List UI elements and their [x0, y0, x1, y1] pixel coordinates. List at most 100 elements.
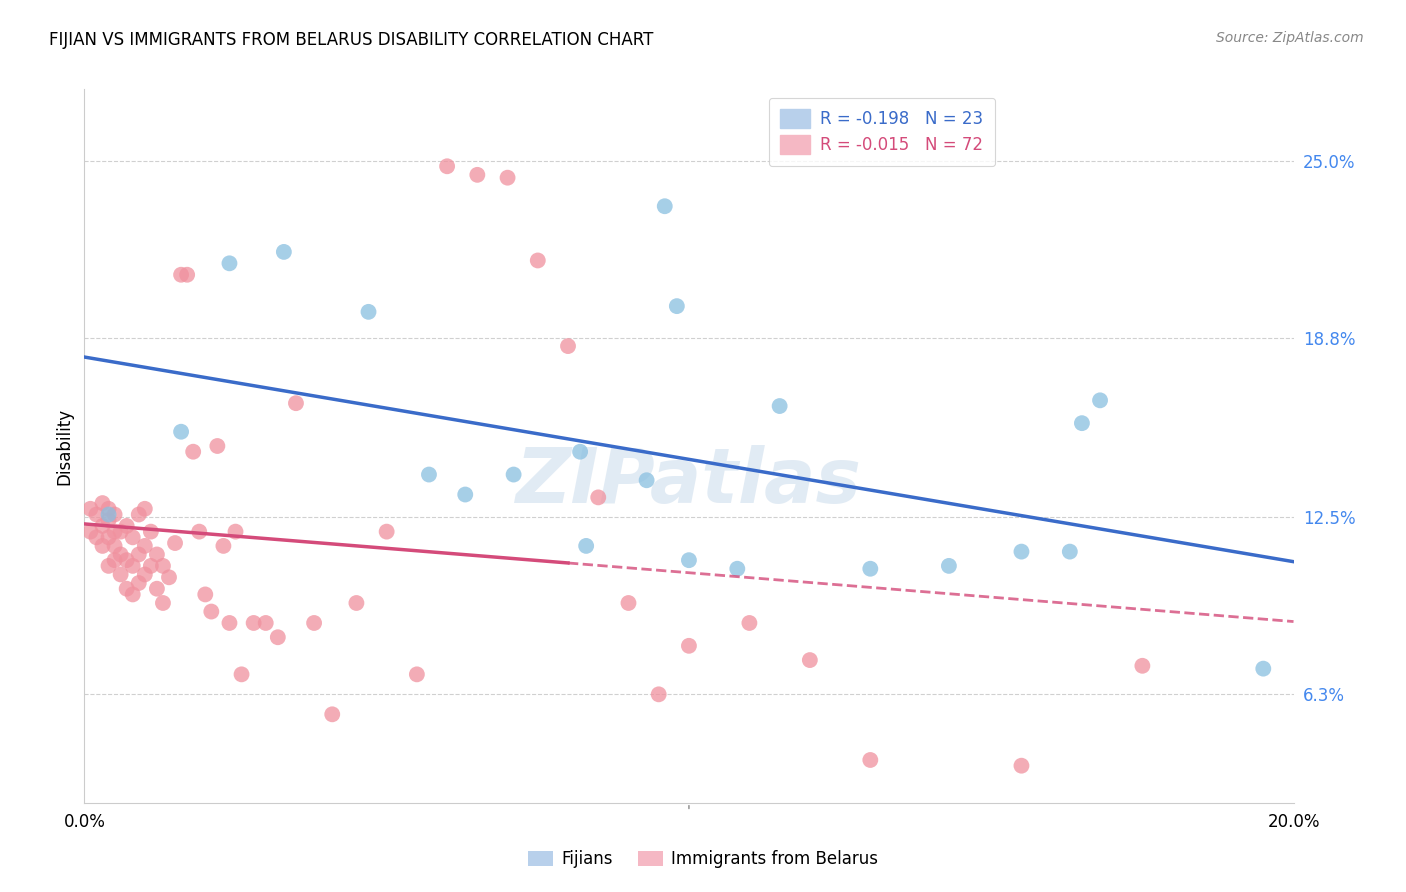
- Point: [588, 491, 610, 505]
- Point: [636, 473, 658, 487]
- Point: [97, 501, 120, 516]
- Point: [139, 524, 162, 539]
- Point: [200, 605, 222, 619]
- Point: [104, 539, 127, 553]
- Point: [557, 339, 579, 353]
- Point: [231, 667, 253, 681]
- Point: [285, 396, 308, 410]
- Point: [110, 567, 132, 582]
- Point: [146, 548, 169, 562]
- Point: [799, 653, 821, 667]
- Point: [170, 425, 193, 439]
- Point: [110, 524, 132, 539]
- Point: [194, 587, 217, 601]
- Point: [188, 524, 211, 539]
- Point: [859, 562, 882, 576]
- Point: [859, 753, 882, 767]
- Point: [207, 439, 229, 453]
- Point: [502, 467, 524, 482]
- Legend: R = -0.198   N = 23, R = -0.015   N = 72: R = -0.198 N = 23, R = -0.015 N = 72: [769, 97, 995, 166]
- Point: [121, 587, 143, 601]
- Point: [678, 639, 700, 653]
- Point: [121, 530, 143, 544]
- Point: [1071, 416, 1094, 430]
- Point: [110, 548, 132, 562]
- Point: [79, 501, 101, 516]
- Point: [1011, 544, 1033, 558]
- Point: [254, 615, 277, 630]
- Point: [418, 467, 440, 482]
- Point: [1011, 758, 1033, 772]
- Point: [302, 615, 325, 630]
- Point: [454, 487, 477, 501]
- Point: [128, 548, 150, 562]
- Point: [97, 508, 120, 522]
- Point: [115, 582, 138, 596]
- Point: [134, 539, 156, 553]
- Point: [617, 596, 640, 610]
- Point: [181, 444, 204, 458]
- Point: [1059, 544, 1081, 558]
- Point: [128, 508, 150, 522]
- Text: ZIPatlas: ZIPatlas: [516, 445, 862, 518]
- Point: [273, 244, 295, 259]
- Point: [648, 687, 671, 701]
- Point: [104, 524, 127, 539]
- Point: [665, 299, 688, 313]
- Point: [212, 539, 235, 553]
- Point: [218, 615, 240, 630]
- Point: [128, 576, 150, 591]
- Point: [115, 519, 138, 533]
- Point: [165, 536, 187, 550]
- Point: [1088, 393, 1111, 408]
- Point: [91, 519, 114, 533]
- Point: [654, 199, 676, 213]
- Point: [1253, 662, 1275, 676]
- Point: [134, 567, 156, 582]
- Point: [569, 444, 592, 458]
- Legend: Fijians, Immigrants from Belarus: Fijians, Immigrants from Belarus: [522, 844, 884, 875]
- Point: [225, 524, 247, 539]
- Point: [104, 553, 127, 567]
- Point: [146, 582, 169, 596]
- Point: [97, 558, 120, 573]
- Point: [152, 558, 174, 573]
- Point: [375, 524, 398, 539]
- Point: [86, 530, 108, 544]
- Point: [86, 508, 108, 522]
- Point: [139, 558, 162, 573]
- Point: [769, 399, 792, 413]
- Point: [1130, 658, 1153, 673]
- Point: [91, 539, 114, 553]
- Point: [170, 268, 193, 282]
- Point: [176, 268, 198, 282]
- Point: [406, 667, 429, 681]
- Point: [527, 253, 550, 268]
- Text: FIJIAN VS IMMIGRANTS FROM BELARUS DISABILITY CORRELATION CHART: FIJIAN VS IMMIGRANTS FROM BELARUS DISABI…: [49, 31, 654, 49]
- Point: [346, 596, 368, 610]
- Point: [115, 553, 138, 567]
- Point: [436, 159, 458, 173]
- Point: [725, 562, 748, 576]
- Point: [575, 539, 598, 553]
- Point: [134, 501, 156, 516]
- Point: [97, 513, 120, 527]
- Point: [91, 496, 114, 510]
- Point: [157, 570, 180, 584]
- Point: [738, 615, 761, 630]
- Point: [496, 170, 519, 185]
- Point: [678, 553, 700, 567]
- Point: [938, 558, 960, 573]
- Point: [357, 305, 380, 319]
- Point: [152, 596, 174, 610]
- Text: Source: ZipAtlas.com: Source: ZipAtlas.com: [1216, 31, 1364, 45]
- Point: [97, 530, 120, 544]
- Point: [467, 168, 489, 182]
- Point: [121, 558, 143, 573]
- Point: [321, 707, 343, 722]
- Point: [242, 615, 264, 630]
- Point: [104, 508, 127, 522]
- Point: [79, 524, 101, 539]
- Point: [218, 256, 240, 270]
- Point: [267, 630, 290, 644]
